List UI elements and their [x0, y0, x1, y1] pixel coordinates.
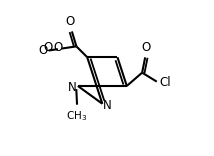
- Text: CH$_3$: CH$_3$: [67, 109, 88, 123]
- Text: O: O: [141, 41, 151, 54]
- Text: O: O: [66, 15, 75, 27]
- Text: O: O: [44, 41, 53, 54]
- Text: N: N: [103, 99, 112, 112]
- Text: O: O: [39, 44, 48, 57]
- Text: Cl: Cl: [159, 76, 171, 89]
- Text: N: N: [68, 81, 77, 94]
- Text: O: O: [53, 41, 62, 54]
